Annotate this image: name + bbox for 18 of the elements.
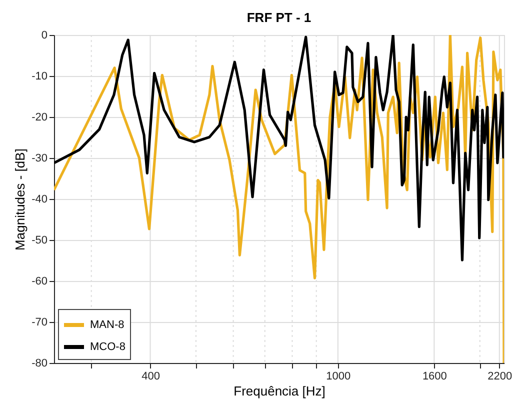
x-tick-label: 1600 (422, 370, 447, 382)
x-tick-label: 2200 (488, 370, 512, 382)
y-tick-label: -60 (32, 276, 48, 288)
y-tick-label: -10 (32, 70, 48, 82)
x-tick-label: 400 (142, 370, 160, 382)
x-tick-label: 1000 (326, 370, 351, 382)
y-tick-label: -20 (32, 112, 48, 124)
y-tick-label: -40 (32, 194, 48, 206)
legend-label: MAN-8 (90, 319, 124, 331)
x-axis-title: Frequência [Hz] (234, 384, 326, 398)
y-tick-label: -70 (32, 316, 48, 328)
y-tick-label: -30 (32, 152, 48, 164)
chart-title: FRF PT - 1 (246, 10, 312, 25)
y-axis-title: Magnitudes - [dB] (12, 148, 28, 250)
y-tick-label: 0 (41, 30, 48, 42)
legend-label: MCO-8 (90, 341, 126, 353)
y-tick-label: -80 (32, 358, 48, 370)
y-tick-label: -50 (32, 234, 48, 246)
